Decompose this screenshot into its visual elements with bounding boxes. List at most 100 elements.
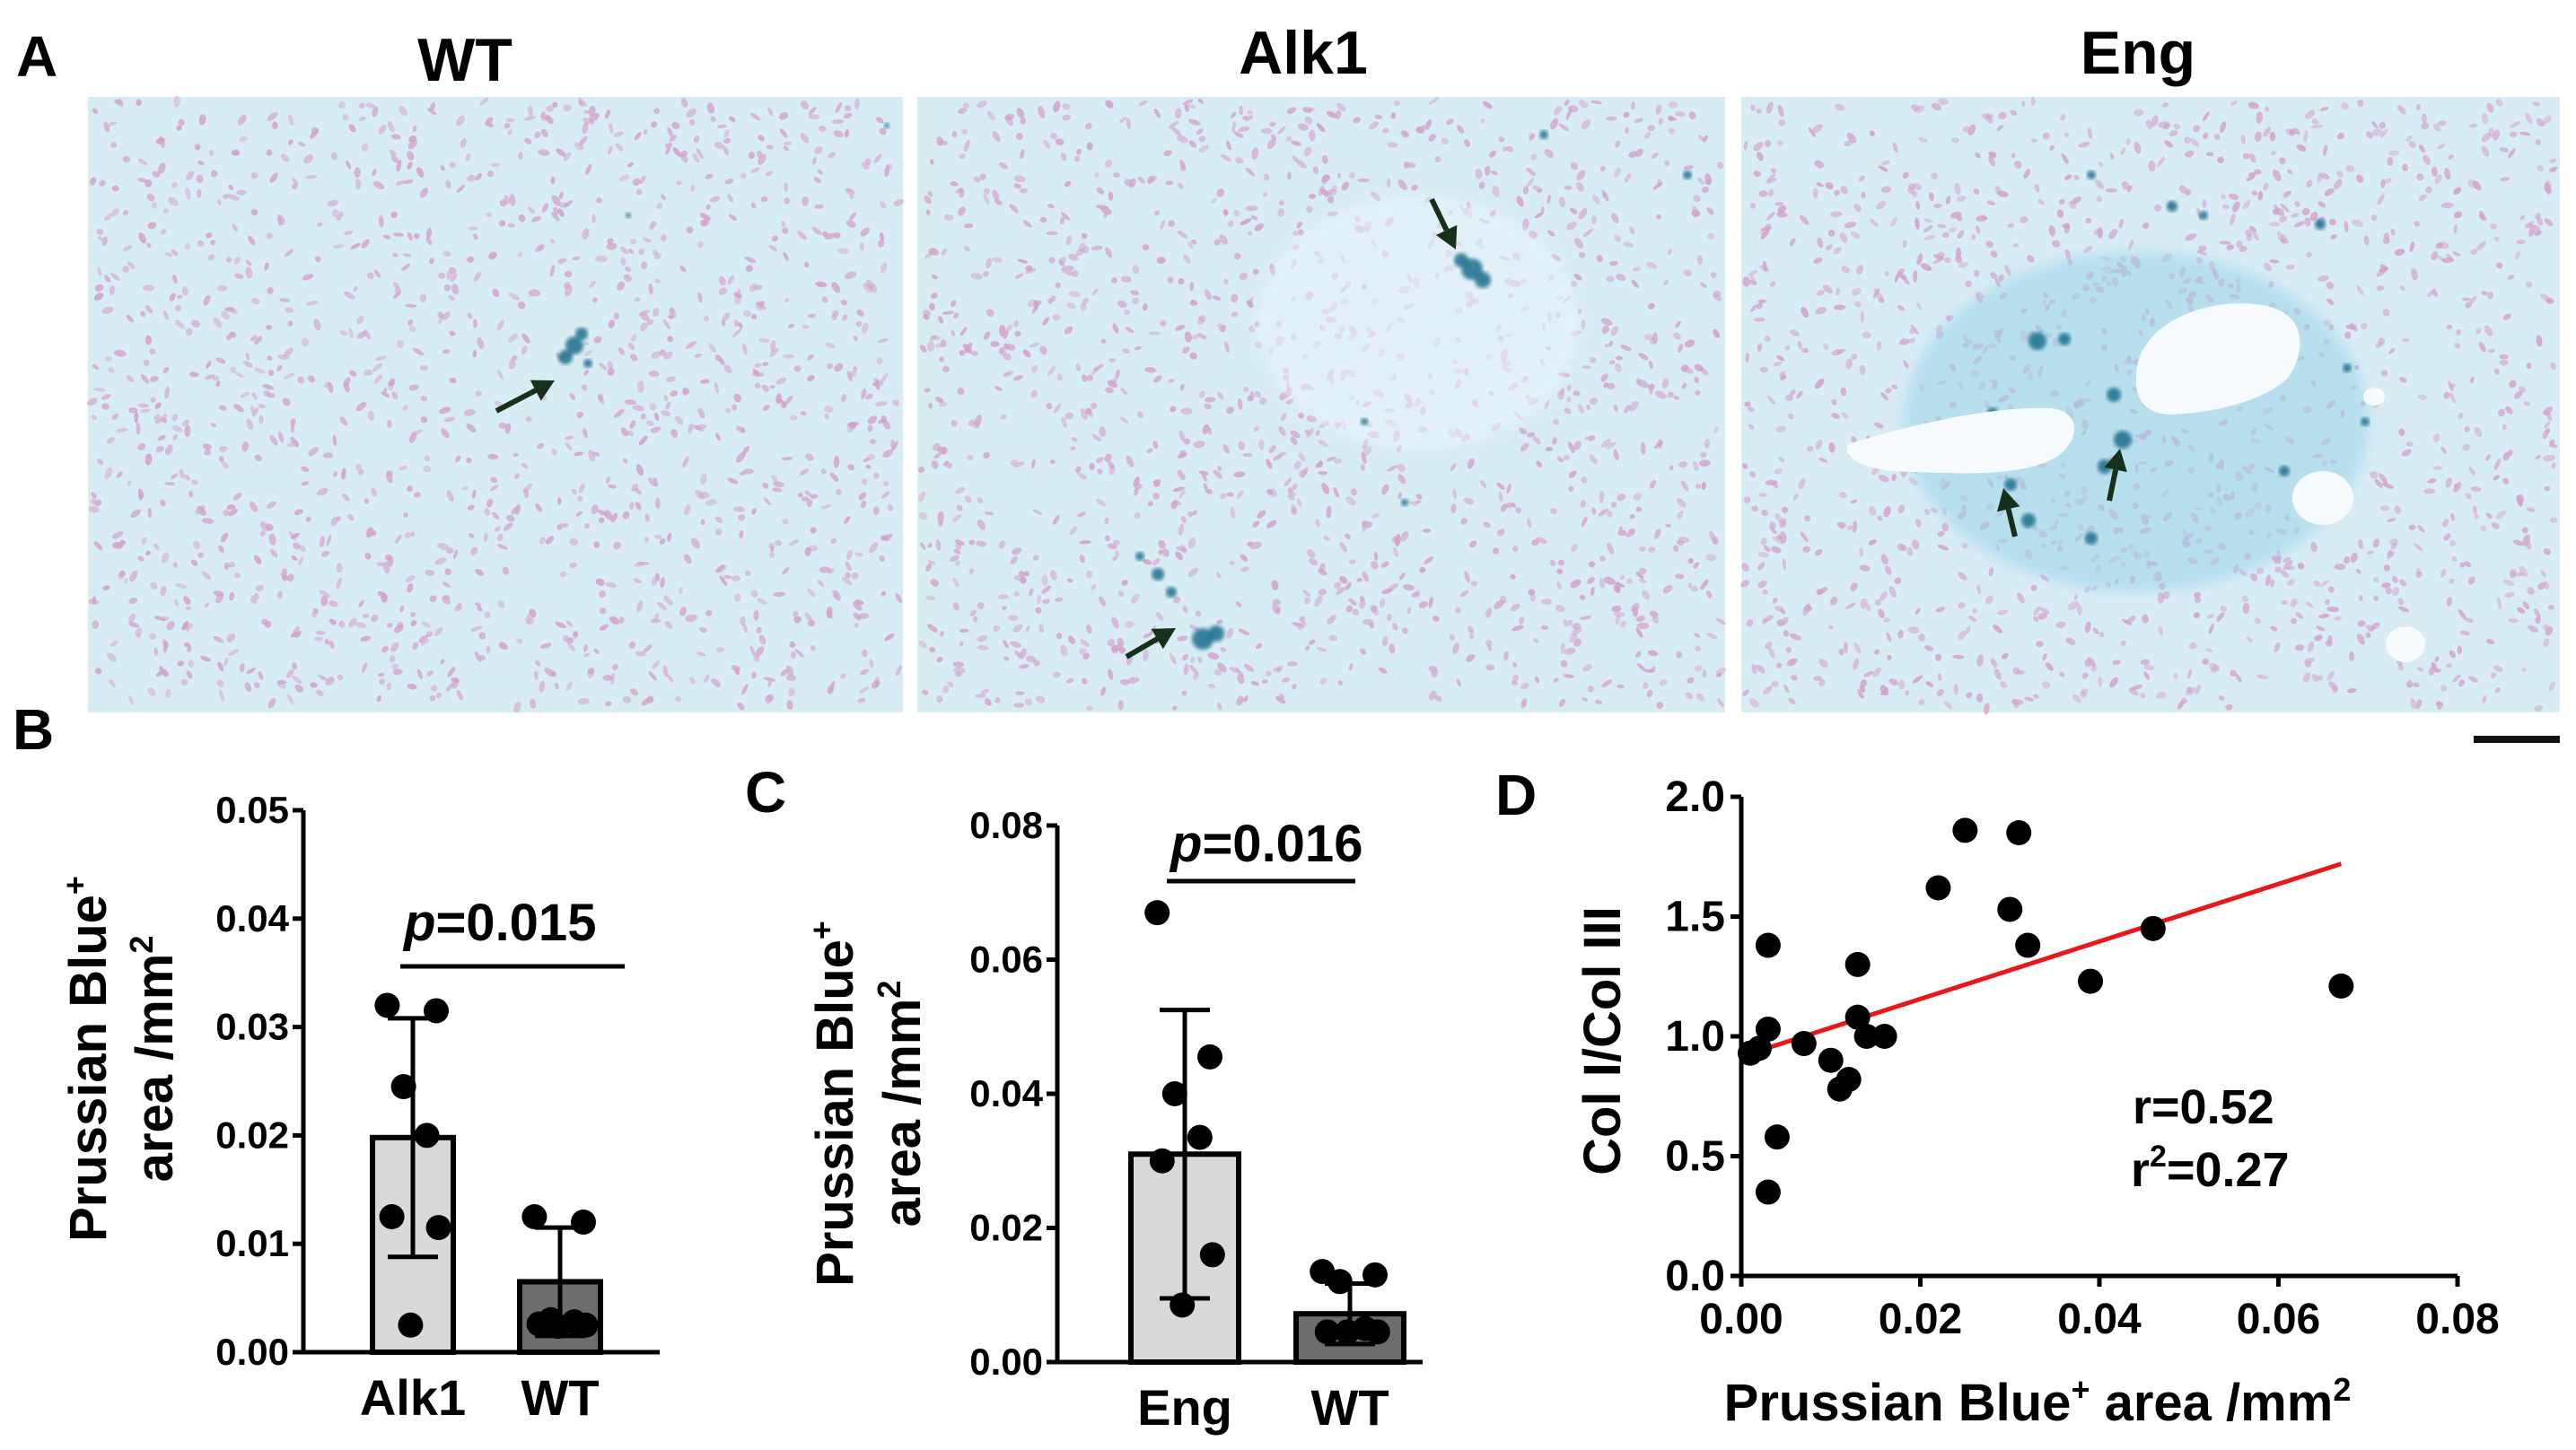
nucleus xyxy=(681,98,688,108)
nucleus xyxy=(766,144,774,150)
nucleus xyxy=(583,369,590,376)
nucleus xyxy=(284,372,295,380)
nucleus xyxy=(162,366,170,374)
nucleus xyxy=(564,282,571,289)
nucleus xyxy=(315,689,324,697)
nucleus xyxy=(872,381,881,387)
nucleus xyxy=(226,504,236,511)
nucleus xyxy=(453,606,462,612)
nucleus xyxy=(723,128,730,138)
nucleus xyxy=(475,390,482,397)
nucleus xyxy=(440,164,445,171)
nucleus xyxy=(949,555,959,562)
nucleus xyxy=(331,208,339,217)
nucleus xyxy=(801,496,810,502)
nucleus xyxy=(498,642,508,651)
chart-b-data-point xyxy=(379,1204,405,1229)
nucleus xyxy=(534,131,541,139)
nucleus xyxy=(765,170,774,177)
nucleus xyxy=(1035,607,1042,614)
nucleus xyxy=(575,511,583,517)
nucleus xyxy=(262,384,275,390)
nucleus xyxy=(884,633,895,642)
nucleus xyxy=(1029,588,1034,597)
nucleus xyxy=(827,685,834,694)
nucleus xyxy=(936,657,943,663)
nucleus xyxy=(675,695,681,703)
nucleus xyxy=(740,616,746,626)
nucleus xyxy=(550,176,556,185)
nucleus xyxy=(670,429,679,438)
nucleus xyxy=(945,462,953,468)
nucleus xyxy=(521,345,528,355)
nucleus xyxy=(515,503,521,515)
nucleus xyxy=(478,632,486,640)
nucleus xyxy=(630,334,637,342)
nucleus xyxy=(1184,438,1190,445)
nucleus xyxy=(2432,466,2442,470)
nucleus xyxy=(821,231,828,238)
nucleus xyxy=(160,499,166,507)
prussian-blue-deposit xyxy=(558,350,573,364)
nucleus xyxy=(301,481,310,486)
nucleus xyxy=(1558,698,1566,707)
nucleus xyxy=(582,122,589,135)
nucleus xyxy=(884,164,890,178)
chart-b-data-point xyxy=(390,1074,416,1100)
nucleus xyxy=(399,105,407,117)
nucleus xyxy=(754,362,762,368)
nucleus xyxy=(2535,616,2541,625)
nucleus xyxy=(709,196,721,203)
nucleus xyxy=(327,199,339,206)
nucleus xyxy=(1623,111,1630,118)
nucleus xyxy=(717,124,727,129)
nucleus xyxy=(1046,231,1058,236)
nucleus xyxy=(456,689,463,701)
nucleus xyxy=(622,458,628,464)
nucleus xyxy=(221,532,229,543)
nucleus xyxy=(1061,212,1071,221)
nucleus xyxy=(824,413,830,420)
nucleus xyxy=(175,583,188,589)
prussian-blue-deposit xyxy=(2114,431,2132,449)
nucleus xyxy=(1534,676,1540,684)
prussian-blue-deposit xyxy=(2343,363,2352,372)
nucleus xyxy=(936,695,943,703)
nucleus xyxy=(1105,100,1114,109)
prussian-blue-deposit xyxy=(2315,219,2326,230)
nucleus xyxy=(359,102,365,109)
nucleus xyxy=(882,449,894,458)
nucleus xyxy=(1973,269,1980,277)
nucleus xyxy=(1608,340,1614,346)
nucleus xyxy=(1617,494,1626,502)
nucleus xyxy=(579,135,588,146)
nucleus xyxy=(1170,500,1178,510)
nucleus xyxy=(615,143,624,152)
nucleus xyxy=(714,381,719,395)
nucleus xyxy=(291,183,298,189)
nucleus xyxy=(391,663,399,670)
nucleus xyxy=(1056,633,1063,640)
nucleus xyxy=(434,626,443,637)
nucleus xyxy=(699,213,711,221)
nucleus xyxy=(178,118,185,127)
nucleus xyxy=(191,319,201,328)
prussian-blue-deposit xyxy=(2087,170,2096,179)
nucleus xyxy=(364,329,372,340)
nucleus xyxy=(412,125,417,133)
nucleus xyxy=(392,668,403,676)
nucleus xyxy=(863,283,873,293)
nucleus xyxy=(1328,634,1337,642)
nucleus xyxy=(186,670,193,679)
nucleus xyxy=(456,184,465,193)
nucleus xyxy=(330,517,338,527)
nucleus xyxy=(425,569,434,576)
nucleus xyxy=(942,460,949,467)
nucleus xyxy=(525,415,532,423)
nucleus xyxy=(790,651,796,659)
nucleus xyxy=(696,651,706,657)
nucleus xyxy=(241,441,250,452)
nucleus xyxy=(1293,460,1301,470)
nucleus xyxy=(773,481,784,488)
nucleus xyxy=(213,317,223,328)
